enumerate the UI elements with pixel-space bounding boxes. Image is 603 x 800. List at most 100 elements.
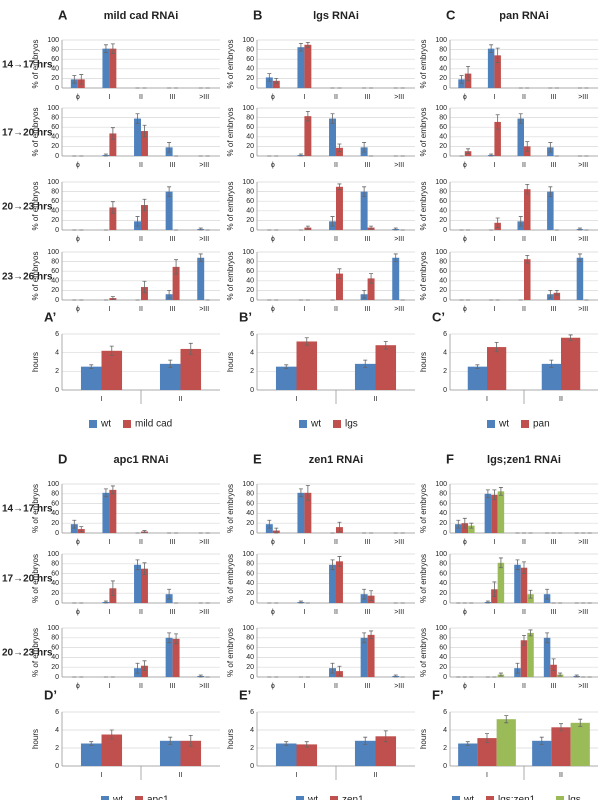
error-bar: [459, 75, 464, 84]
x-tick-label: III: [365, 683, 371, 690]
y-tick-label: 80: [51, 258, 59, 265]
x-tick-label: III: [551, 162, 557, 169]
bar: [296, 744, 318, 766]
x-tick-label: III: [365, 609, 371, 616]
error-bar: [489, 153, 494, 157]
y-tick-label: 4: [55, 350, 59, 357]
error-bar: [568, 334, 573, 341]
x-tick-label: >III: [578, 306, 588, 313]
bar: [134, 118, 141, 156]
y-tick-label: 40: [246, 580, 254, 587]
y-tick-label: 80: [51, 188, 59, 195]
y-tick-label: 20: [246, 217, 254, 224]
error-bar: [383, 341, 388, 350]
y-axis-title: % of embryos: [31, 108, 40, 157]
bar: [141, 205, 148, 230]
x-tick-label: >III: [199, 683, 209, 690]
error-bar: [142, 198, 147, 212]
bar: [265, 524, 273, 533]
y-axis-title: % of embryos: [419, 554, 428, 603]
error-bar: [305, 485, 310, 501]
y-tick-label: 20: [439, 143, 447, 150]
error-bar: [577, 253, 582, 262]
x-tick-label: II: [334, 539, 338, 546]
bar: [392, 257, 400, 300]
bar: [141, 665, 148, 677]
x-tick-label: III: [551, 609, 557, 616]
bar: [180, 348, 202, 390]
x-tick-label: II: [139, 306, 143, 313]
x-tick-label: I: [303, 539, 305, 546]
x-tick-label: ϕ: [76, 539, 80, 546]
error-bar: [574, 674, 579, 678]
y-tick-label: 100: [47, 551, 59, 558]
y-tick-label: 0: [55, 387, 59, 394]
error-bar: [188, 342, 193, 355]
x-tick-label: I: [303, 94, 305, 101]
y-tick-label: 100: [242, 551, 254, 558]
x-tick-label: >III: [578, 539, 588, 546]
x-tick-label: ϕ: [76, 306, 80, 313]
x-tick-label: >III: [394, 162, 404, 169]
bar: [524, 259, 531, 300]
y-axis-title: % of embryos: [419, 182, 428, 231]
error-bar: [330, 216, 335, 227]
y-tick-label: 100: [435, 625, 447, 632]
error-bar: [103, 44, 108, 53]
y-tick-label: 0: [250, 600, 254, 607]
row-label: 20→23 hrs: [2, 202, 53, 213]
y-tick-label: 60: [439, 500, 447, 507]
y-tick-label: 60: [51, 644, 59, 651]
y-tick-label: 40: [51, 510, 59, 517]
x-tick-label: II: [522, 236, 526, 243]
error-bar: [528, 589, 533, 599]
y-tick-label: 60: [439, 124, 447, 131]
bar: [375, 736, 397, 766]
x-tick-label: II: [559, 396, 563, 403]
error-bar: [504, 715, 509, 724]
x-tick-label: ϕ: [271, 683, 275, 690]
x-tick-label: III: [365, 162, 371, 169]
bar: [527, 632, 534, 677]
x-tick-label: III: [551, 94, 557, 101]
y-axis-title: % of embryos: [226, 252, 235, 301]
x-tick-label: III: [365, 306, 371, 313]
error-bar: [485, 600, 490, 604]
x-tick-label: I: [493, 306, 495, 313]
bar: [109, 48, 117, 88]
y-axis-title: hours: [226, 729, 235, 749]
y-tick-label: 100: [242, 105, 254, 112]
y-tick-label: 40: [246, 134, 254, 141]
y-tick-label: 20: [51, 664, 59, 671]
x-tick-label: II: [334, 683, 338, 690]
legend-label: apc1: [147, 795, 169, 800]
error-bar: [489, 44, 494, 53]
legend-label: wt: [112, 795, 123, 800]
y-tick-label: 0: [55, 297, 59, 304]
y-tick-label: 80: [246, 46, 254, 53]
y-tick-label: 80: [51, 114, 59, 121]
x-tick-label: I: [101, 396, 103, 403]
y-tick-label: 20: [246, 664, 254, 671]
bar: [561, 337, 581, 390]
panel-letter: F: [446, 451, 454, 466]
y-tick-label: 0: [443, 85, 447, 92]
x-tick-label: II: [334, 306, 338, 313]
y-tick-label: 0: [250, 153, 254, 160]
legend-swatch: [101, 796, 109, 800]
error-bar: [274, 527, 279, 534]
x-tick-label: >III: [578, 236, 588, 243]
x-tick-label: II: [522, 162, 526, 169]
y-axis-title: % of embryos: [31, 182, 40, 231]
bar: [134, 564, 141, 603]
x-tick-label: III: [551, 306, 557, 313]
y-axis-title: hours: [226, 352, 235, 372]
error-bar: [110, 580, 115, 597]
y-tick-label: 80: [246, 561, 254, 568]
error-bar: [362, 632, 367, 644]
bar: [101, 734, 123, 766]
bar: [70, 524, 78, 533]
bar: [275, 366, 297, 390]
error-bar: [167, 588, 172, 600]
y-axis-title: % of embryos: [31, 484, 40, 533]
